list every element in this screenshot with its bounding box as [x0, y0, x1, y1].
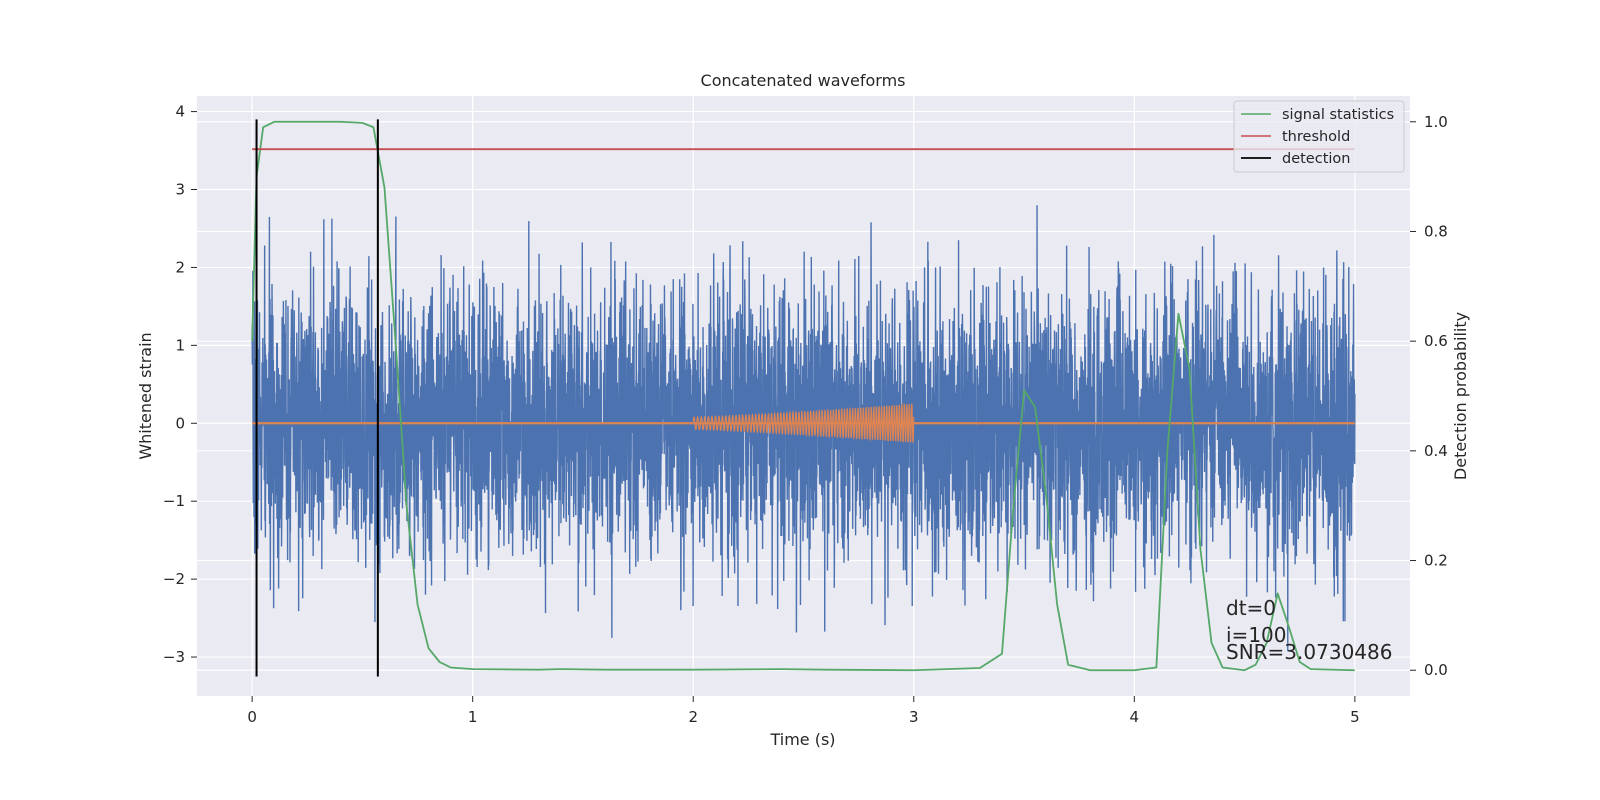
legend: signal statistics threshold detection [1233, 100, 1405, 173]
x-tick-label: 0 [247, 708, 257, 726]
chart-title: Concatenated waveforms [701, 71, 906, 90]
annotation-dt: dt=0 [1226, 596, 1276, 620]
series-injected-waveform [692, 402, 915, 443]
y-axis-label: Whitened strain [136, 332, 155, 459]
x-tick-label: 2 [688, 708, 698, 726]
series-whitened-strain [251, 205, 1356, 652]
annotation-snr: SNR=3.0730486 [1226, 640, 1392, 664]
y-axis-ticks: −3 −2 −1 0 1 2 3 4 [163, 103, 197, 666]
legend-label-threshold: threshold [1282, 129, 1350, 145]
y-tick-label: 1 [175, 336, 185, 354]
y-tick-label: −1 [163, 492, 185, 510]
y-tick-label: −3 [163, 648, 185, 666]
y2-axis-ticks: 0.0 0.2 0.4 0.6 0.8 1.0 [1410, 113, 1448, 679]
x-axis-ticks: 0 1 2 3 4 5 [247, 696, 1360, 726]
y-tick-label: −2 [163, 570, 185, 588]
y2-tick-label: 0.0 [1424, 661, 1448, 679]
y2-tick-label: 0.8 [1424, 222, 1448, 240]
legend-label-detection: detection [1282, 151, 1350, 167]
y2-tick-label: 0.2 [1424, 552, 1448, 570]
y2-axis-label: Detection probability [1451, 312, 1470, 480]
series-signal-statistics [251, 120, 1355, 672]
y2-tick-label: 0.4 [1424, 442, 1448, 460]
y2-tick-label: 0.6 [1424, 332, 1448, 350]
y-tick-label: 0 [175, 414, 185, 432]
x-tick-label: 4 [1130, 708, 1140, 726]
x-tick-label: 1 [468, 708, 478, 726]
x-axis-label: Time (s) [769, 730, 835, 749]
y2-tick-label: 1.0 [1424, 113, 1448, 131]
y-tick-label: 3 [175, 181, 185, 199]
x-tick-label: 5 [1350, 708, 1360, 726]
y-tick-label: 2 [175, 258, 185, 276]
y-tick-label: 4 [175, 103, 185, 121]
plot-area [251, 119, 1356, 677]
annotation-index: i=100 [1226, 623, 1287, 647]
x-tick-label: 3 [909, 708, 919, 726]
legend-label-signal-statistics: signal statistics [1282, 107, 1394, 123]
legend-box [1233, 100, 1405, 173]
